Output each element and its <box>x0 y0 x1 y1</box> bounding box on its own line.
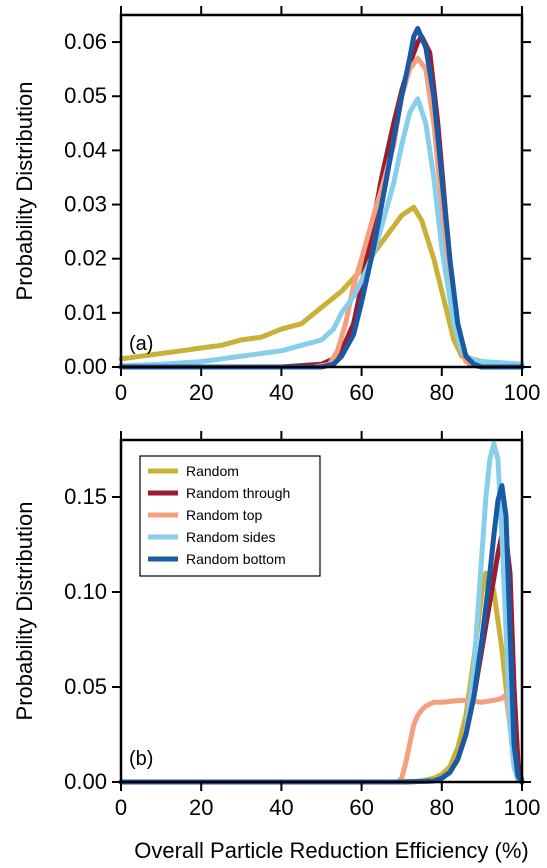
plot-frame <box>119 438 524 784</box>
x-tick-label: 80 <box>430 795 454 820</box>
x-tick-label: 60 <box>349 795 373 820</box>
legend-entry: Random through <box>186 485 290 501</box>
axis-ticks: 0 20 40 60 80 100 0.00 0.05 0.10 0.15 <box>64 431 540 820</box>
y-tick-label: 0.06 <box>64 29 107 54</box>
legend-entry: Random top <box>186 507 262 523</box>
y-tick-label: 0.10 <box>64 579 107 604</box>
series-group <box>118 26 525 370</box>
y-tick-label: 0.01 <box>64 300 107 325</box>
x-tick-label: 0 <box>115 380 127 405</box>
panel-label: (a) <box>129 333 153 355</box>
series-line <box>118 26 525 370</box>
y-axis-label: Probability Distribution <box>12 502 37 721</box>
panel-label: (b) <box>129 748 153 770</box>
y-tick-label: 0.00 <box>64 354 107 379</box>
legend-entry: Random <box>186 463 239 479</box>
y-tick-label: 0.00 <box>64 769 107 794</box>
y-tick-label: 0.03 <box>64 192 107 217</box>
series-line <box>118 34 525 370</box>
y-tick-label: 0.02 <box>64 246 107 271</box>
series-line <box>118 96 525 369</box>
series-line <box>118 55 525 370</box>
y-tick-label: 0.15 <box>64 484 107 509</box>
x-tick-label: 40 <box>269 380 293 405</box>
y-tick-label: 0.05 <box>64 674 107 699</box>
x-tick-label: 100 <box>504 380 541 405</box>
x-tick-label: 100 <box>504 795 541 820</box>
y-axis-label: Probability Distribution <box>12 82 37 301</box>
x-tick-label: 60 <box>349 380 373 405</box>
x-tick-label: 80 <box>430 380 454 405</box>
axis-ticks: 0 20 40 60 80 100 0.00 0.01 0.02 0.03 0.04 0.05 0.06 <box>64 6 540 405</box>
y-tick-label: 0.05 <box>64 83 107 108</box>
x-tick-label: 0 <box>115 795 127 820</box>
legend: Random Random through Random top Random sid… <box>139 455 321 577</box>
y-tick-label: 0.04 <box>64 137 107 162</box>
x-tick-label: 20 <box>189 380 213 405</box>
x-axis-label: Overall Particle Reduction Efficiency (%… <box>134 838 529 863</box>
x-tick-label: 20 <box>189 795 213 820</box>
legend-entry: Random bottom <box>186 551 286 567</box>
x-tick-label: 40 <box>269 795 293 820</box>
panel-b: 0 20 40 60 80 100 0.00 0.05 0.10 0.15 (b) Probabi… <box>12 431 540 863</box>
plot-frame <box>119 13 524 369</box>
legend-entry: Random sides <box>186 529 276 545</box>
panel-a: 0 20 40 60 80 100 0.00 0.01 0.02 0.03 0.04 0.05 0.06… <box>12 6 540 405</box>
